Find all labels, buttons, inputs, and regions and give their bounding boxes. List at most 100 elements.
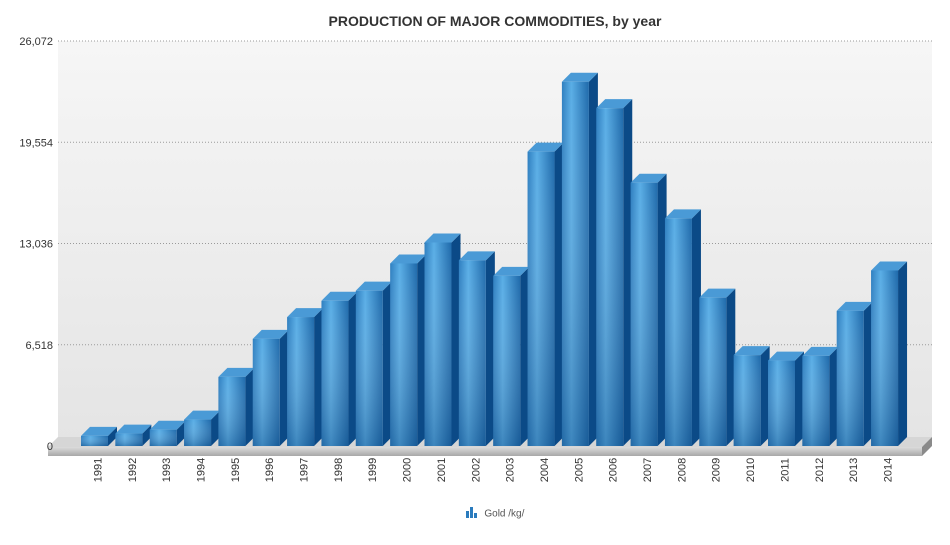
bar[interactable] <box>493 266 530 446</box>
bar-shade <box>664 218 692 446</box>
bar[interactable] <box>390 254 427 446</box>
bar[interactable] <box>836 301 873 446</box>
x-tick-label: 1995 <box>230 458 242 482</box>
x-tick-label: 1996 <box>264 458 276 482</box>
bar-shade <box>218 376 246 446</box>
bar[interactable] <box>321 291 358 446</box>
bar-shade <box>596 108 624 446</box>
bar-top <box>149 420 186 430</box>
x-tick-label: 2011 <box>779 458 791 482</box>
x-tick-label: 2010 <box>745 458 757 482</box>
bar[interactable] <box>115 424 152 446</box>
bar-shade <box>699 297 727 446</box>
bar-top <box>664 209 701 219</box>
bar-side <box>623 99 633 446</box>
bar-side <box>554 142 564 446</box>
bar[interactable] <box>458 251 495 446</box>
x-tick-label: 2009 <box>711 458 723 482</box>
bar-shade <box>802 355 830 446</box>
bar-shade <box>424 242 452 446</box>
bar[interactable] <box>664 209 701 446</box>
bar-side <box>314 308 324 446</box>
bar-shade <box>527 151 555 446</box>
bar-shade <box>561 81 589 446</box>
bar-top <box>699 288 736 298</box>
bar-top <box>115 424 152 434</box>
bar-shade <box>768 360 795 446</box>
bar-side <box>108 426 117 446</box>
bar-side <box>245 367 255 446</box>
bar-side <box>176 420 186 446</box>
bar-side <box>829 346 839 446</box>
x-tick-label: 1992 <box>127 458 139 482</box>
bar-top <box>218 367 255 377</box>
bar-top <box>458 251 495 261</box>
bar[interactable] <box>596 99 633 446</box>
bar-top <box>321 291 358 301</box>
bar[interactable] <box>630 173 667 446</box>
bar-shade <box>493 275 521 446</box>
bar[interactable] <box>561 72 598 446</box>
bar-shade <box>115 433 143 446</box>
x-tick-label: 2014 <box>882 458 894 482</box>
bar[interactable] <box>218 367 255 446</box>
bar[interactable] <box>81 426 117 446</box>
y-tick-label: 0 <box>47 441 53 453</box>
bar-shade <box>458 260 486 446</box>
bar-chart-icon <box>465 507 478 521</box>
bar[interactable] <box>802 346 839 446</box>
bar[interactable] <box>252 329 289 446</box>
x-tick-label: 2008 <box>676 458 688 482</box>
bar-top <box>596 99 633 109</box>
bar-shade <box>836 310 864 446</box>
y-tick-label: 26,072 <box>19 36 53 48</box>
bar-shade <box>355 290 383 446</box>
bar-side <box>657 173 667 446</box>
y-tick-label: 19,554 <box>19 137 53 149</box>
floor-side <box>922 437 932 456</box>
bar-top <box>493 266 530 276</box>
bar-top <box>424 233 461 243</box>
chart-title: PRODUCTION OF MAJOR COMMODITIES, by year <box>328 13 662 29</box>
bar-side <box>520 266 530 446</box>
x-tick-label: 1997 <box>299 458 311 482</box>
bar[interactable] <box>768 351 804 446</box>
x-tick-label: 2003 <box>505 458 517 482</box>
bar[interactable] <box>699 288 736 446</box>
bar[interactable] <box>287 308 324 446</box>
y-tick-label: 13,036 <box>19 239 53 251</box>
bar-top <box>561 72 598 82</box>
x-tick-label: 2006 <box>608 458 620 482</box>
bar-side <box>211 410 221 446</box>
bar-shade <box>390 263 418 446</box>
bar-shade <box>252 338 280 446</box>
bar[interactable] <box>355 281 392 446</box>
bar-top <box>527 142 564 152</box>
bar-top <box>355 281 392 291</box>
bar-side <box>485 251 495 446</box>
y-tick-label: 6,518 <box>25 340 53 352</box>
bar-top <box>252 329 289 339</box>
bar-side <box>142 424 152 446</box>
bar-shade <box>149 429 177 446</box>
bar[interactable] <box>184 410 221 446</box>
bar-top <box>768 351 804 361</box>
bar[interactable] <box>424 233 461 446</box>
bar-side <box>795 351 804 446</box>
x-tick-label: 1999 <box>367 458 379 482</box>
bar-side <box>898 261 908 446</box>
bar-side <box>691 209 701 446</box>
floor-front <box>48 447 922 456</box>
bar[interactable] <box>149 420 186 446</box>
bar[interactable] <box>733 346 770 446</box>
bar-shade <box>630 182 658 446</box>
bar-side <box>726 288 736 446</box>
bar[interactable] <box>527 142 564 446</box>
legend[interactable]: Gold /kg/ <box>0 507 950 521</box>
bar[interactable] <box>871 261 908 446</box>
bar-shade <box>733 355 761 446</box>
bar-top <box>630 173 667 183</box>
bar-top <box>81 426 117 436</box>
